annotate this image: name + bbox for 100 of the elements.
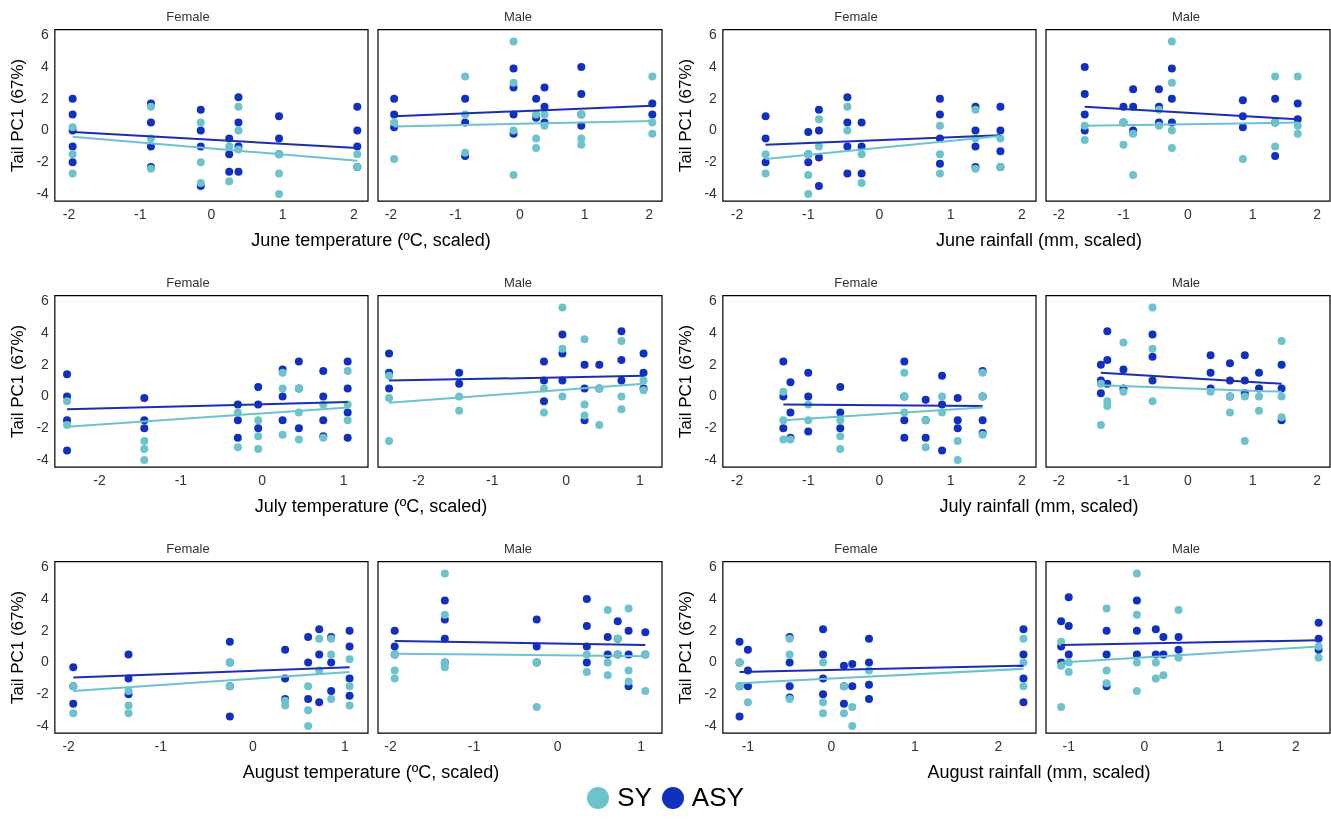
x-tick-label: -2 <box>62 738 76 755</box>
x-tick-label: -1 <box>154 738 168 755</box>
chart-title: Female <box>834 275 878 291</box>
x-tick-label: -2 <box>1052 206 1066 223</box>
y-tick-label: -4 <box>36 184 50 201</box>
y-tick-label: 0 <box>41 387 50 404</box>
y-tick-label: 6 <box>709 558 718 575</box>
x-tick-label: -2 <box>62 206 76 223</box>
y-tick-label: 0 <box>709 121 718 138</box>
chart-title: Female <box>166 9 210 25</box>
x-tick-label: 1 <box>637 738 646 755</box>
legend-label: ASY <box>691 782 744 813</box>
y-axis-title: Tail PC1 (67%) <box>675 324 695 439</box>
y-tick-label: -4 <box>704 450 718 467</box>
x-tick-label: -1 <box>1062 738 1076 755</box>
y-tick-label: -2 <box>36 419 50 436</box>
x-axis-title: August temperature (ºC, scaled) <box>241 762 501 783</box>
y-tick-label: 0 <box>709 653 718 670</box>
y-axis-title: Tail PC1 (67%) <box>7 324 27 439</box>
chart-title: Female <box>166 541 210 557</box>
y-tick-label: -2 <box>704 419 718 436</box>
x-tick-label: 0 <box>562 472 571 489</box>
y-tick-label: -4 <box>36 450 50 467</box>
x-axis-title: July temperature (ºC, scaled) <box>253 496 489 517</box>
x-axis-title: July rainfall (mm, scaled) <box>938 496 1140 517</box>
y-tick-label: -2 <box>36 685 50 702</box>
x-tick-label: 2 <box>645 206 654 223</box>
x-tick-label: 1 <box>946 206 955 223</box>
x-tick-label: 1 <box>635 472 644 489</box>
x-tick-label: -1 <box>134 206 147 223</box>
y-tick-label: 4 <box>709 589 718 606</box>
y-tick-label: 2 <box>41 621 50 638</box>
x-tick-label: -2 <box>1052 472 1066 489</box>
x-tick-label: 2 <box>1313 206 1322 223</box>
y-tick-label: 4 <box>41 323 50 340</box>
y-tick-label: -2 <box>704 685 718 702</box>
y-tick-label: 2 <box>709 89 718 106</box>
x-tick-label: 1 <box>580 206 589 223</box>
x-tick-label: 0 <box>827 738 836 755</box>
x-tick-label: -1 <box>802 472 815 489</box>
y-axis-title: Tail PC1 (67%) <box>7 58 27 173</box>
x-tick-label: -1 <box>741 738 755 755</box>
x-tick-label: 0 <box>207 206 216 223</box>
y-tick-label: 4 <box>41 589 50 606</box>
chart-title: Male <box>1171 9 1201 25</box>
chart-title: Male <box>503 275 533 291</box>
x-tick-label: 0 <box>553 738 562 755</box>
x-tick-label: 1 <box>1248 206 1257 223</box>
y-tick-label: 4 <box>709 57 718 74</box>
x-tick-label: -1 <box>1117 472 1130 489</box>
x-tick-label: -2 <box>93 472 107 489</box>
x-tick-label: 1 <box>946 472 955 489</box>
x-tick-label: 1 <box>1248 472 1257 489</box>
legend-label: SY <box>617 782 652 813</box>
x-tick-label: -2 <box>730 206 744 223</box>
y-tick-label: -4 <box>704 184 718 201</box>
x-tick-label: 1 <box>341 738 350 755</box>
x-tick-label: 0 <box>875 206 884 223</box>
chart-title: Male <box>503 9 533 25</box>
x-tick-label: 0 <box>875 472 884 489</box>
x-tick-label: 0 <box>516 206 525 223</box>
y-tick-label: 2 <box>709 621 718 638</box>
y-tick-label: -4 <box>704 716 718 733</box>
y-tick-label: 2 <box>41 89 50 106</box>
y-tick-label: 6 <box>709 26 718 43</box>
y-axis-title: Tail PC1 (67%) <box>675 58 695 173</box>
x-axis-title: August rainfall (mm, scaled) <box>926 762 1152 783</box>
x-tick-label: 2 <box>349 206 358 223</box>
y-tick-label: 2 <box>709 355 718 372</box>
x-tick-label: -1 <box>467 738 481 755</box>
x-tick-label: 1 <box>1216 738 1225 755</box>
x-tick-label: -2 <box>730 472 744 489</box>
y-tick-label: 2 <box>41 355 50 372</box>
x-tick-label: 0 <box>1184 206 1193 223</box>
x-tick-label: -1 <box>449 206 462 223</box>
x-tick-label: -1 <box>1117 206 1130 223</box>
x-tick-label: 2 <box>1292 738 1301 755</box>
y-tick-label: 0 <box>41 121 50 138</box>
y-tick-label: 6 <box>41 292 50 309</box>
chart-title: Female <box>834 9 878 25</box>
x-tick-label: 1 <box>278 206 287 223</box>
x-tick-label: 2 <box>1313 472 1322 489</box>
y-tick-label: 4 <box>41 57 50 74</box>
x-tick-label: -1 <box>486 472 499 489</box>
x-tick-label: 2 <box>994 738 1003 755</box>
x-tick-label: -2 <box>412 472 426 489</box>
y-tick-label: -2 <box>36 153 50 170</box>
x-tick-label: 0 <box>258 472 267 489</box>
y-tick-label: -4 <box>36 716 50 733</box>
chart-title: Male <box>1171 541 1201 557</box>
x-tick-label: 1 <box>339 472 348 489</box>
x-tick-label: -1 <box>174 472 188 489</box>
y-tick-label: 0 <box>709 387 718 404</box>
x-tick-label: 2 <box>1017 206 1026 223</box>
y-axis-title: Tail PC1 (67%) <box>675 590 695 705</box>
y-axis-title: Tail PC1 (67%) <box>7 590 27 705</box>
chart-title: Male <box>503 541 533 557</box>
x-tick-label: 0 <box>1140 738 1149 755</box>
y-tick-label: 6 <box>709 292 718 309</box>
y-tick-label: 6 <box>41 26 50 43</box>
